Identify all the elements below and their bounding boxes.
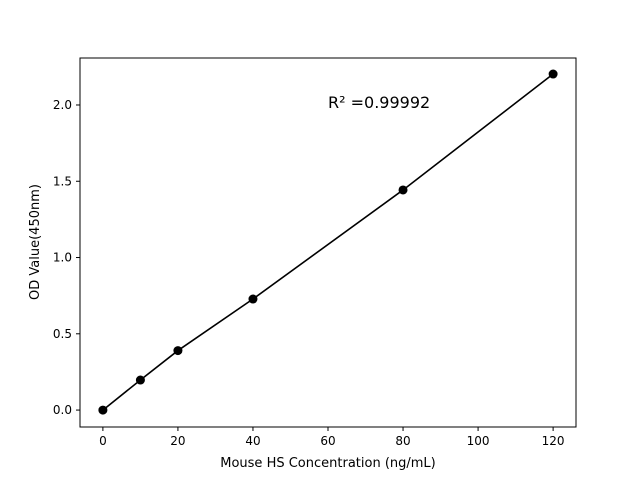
- x-tick-label: 40: [245, 434, 260, 448]
- x-tick-label: 0: [99, 434, 107, 448]
- x-axis: 0 20 40 60 80 100 120: [99, 427, 565, 448]
- y-axis-label: OD Value(450nm): [28, 184, 43, 300]
- y-tick-label: 0.5: [53, 327, 72, 341]
- data-point: [248, 294, 258, 304]
- x-tick-label: 20: [170, 434, 185, 448]
- data-point: [135, 375, 145, 385]
- x-tick-label: 80: [395, 434, 410, 448]
- y-tick-label: 0.0: [53, 403, 72, 417]
- y-tick-label: 2.0: [53, 98, 72, 112]
- y-tick-label: 1.0: [53, 251, 72, 265]
- y-axis: 0.0 0.5 1.0 1.5 2.0: [53, 98, 80, 417]
- data-point: [398, 185, 408, 195]
- y-tick-label: 1.5: [53, 174, 72, 188]
- data-point: [98, 405, 108, 415]
- data-point: [548, 69, 558, 79]
- data-point: [173, 346, 183, 356]
- series: [98, 69, 558, 415]
- r-squared-annotation: R² =0.99992: [328, 93, 430, 112]
- x-axis-label: Mouse HS Concentration (ng/mL): [220, 456, 436, 471]
- x-tick-label: 120: [542, 434, 565, 448]
- fit-line: [102, 73, 554, 411]
- x-tick-label: 100: [467, 434, 490, 448]
- x-tick-label: 60: [320, 434, 335, 448]
